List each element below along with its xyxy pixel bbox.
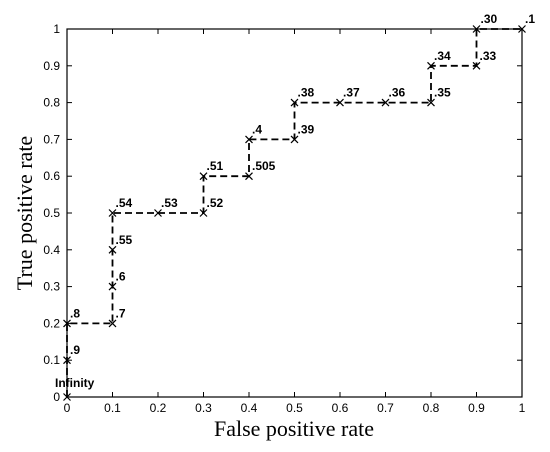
roc-point-marker [108, 282, 117, 291]
point-threshold-label: .7 [116, 306, 126, 320]
point-threshold-label: .33 [480, 49, 497, 63]
roc-series [66, 28, 522, 397]
roc-curve-line [66, 28, 522, 397]
roc-point-marker [108, 245, 117, 254]
point-labels: Infinity .9 .8 .7 .6 .55 .54 .53 .52 .51 .505 .4 .39… [55, 12, 535, 390]
roc-point-marker [290, 98, 299, 107]
y-tick-label: 0.2 [43, 316, 60, 330]
roc-point-marker [336, 98, 344, 107]
roc-point-marker [108, 319, 117, 328]
roc-point-marker [472, 61, 481, 70]
point-threshold-label: .52 [207, 196, 224, 210]
point-threshold-label: .38 [298, 86, 315, 100]
y-tick-label: 0.7 [43, 132, 60, 146]
roc-point-marker [199, 209, 208, 217]
x-tick-label: 1 [519, 401, 526, 415]
point-threshold-label: .6 [116, 270, 126, 284]
x-tick-label: 0.2 [150, 401, 167, 415]
point-threshold-label: Infinity [55, 376, 95, 390]
x-tick-label: 0.7 [377, 401, 394, 415]
y-tick-label: 0.8 [43, 96, 60, 110]
x-tick-label: 0.5 [286, 401, 303, 415]
point-threshold-label: .51 [207, 159, 224, 173]
x-tick-label: 0.4 [241, 401, 258, 415]
plot-frame [66, 28, 523, 398]
roc-point-marker [427, 61, 435, 70]
roc-point-marker [63, 356, 71, 365]
point-threshold-label: .39 [298, 122, 315, 136]
x-tick-label: 0.8 [423, 401, 440, 415]
point-threshold-label: .1 [525, 12, 535, 26]
roc-point-marker [63, 319, 71, 328]
y-axis-title: True positive rate [12, 136, 37, 290]
roc-point-marker [381, 98, 390, 107]
roc-point-marker [245, 135, 253, 144]
y-axis-ticks: 0 0.1 0.2 0.3 0.4 0.5 0.6 0.7 0.8 0.9 1 [43, 22, 522, 404]
point-threshold-label: .37 [343, 86, 360, 100]
x-tick-label: 0.6 [332, 401, 349, 415]
roc-point-marker [154, 209, 162, 217]
point-threshold-label: .53 [161, 196, 178, 210]
x-tick-label: 0.1 [104, 401, 121, 415]
roc-point-marker [63, 393, 71, 401]
y-tick-label: 0.9 [43, 59, 60, 73]
x-tick-label: 0.3 [195, 401, 212, 415]
point-threshold-label: .4 [252, 122, 262, 136]
y-tick-label: 1 [53, 22, 60, 36]
point-threshold-label: .8 [70, 306, 80, 320]
y-tick-label: 0.6 [43, 169, 60, 183]
point-threshold-label: .30 [481, 12, 498, 26]
roc-point-marker [199, 172, 208, 181]
y-tick-label: 0.1 [43, 353, 60, 367]
point-threshold-label: .36 [389, 86, 406, 100]
roc-point-marker [245, 172, 253, 181]
point-threshold-label: .505 [252, 159, 276, 173]
roc-markers [63, 25, 526, 401]
x-axis-title: False positive rate [214, 416, 374, 441]
y-tick-label: 0 [53, 390, 60, 404]
roc-point-marker [472, 25, 481, 33]
point-threshold-label: .34 [434, 49, 451, 63]
point-threshold-label: .9 [70, 343, 80, 357]
x-tick-label: 0.9 [468, 401, 485, 415]
x-tick-label: 0 [64, 401, 71, 415]
y-tick-label: 0.4 [43, 243, 60, 257]
roc-point-marker [518, 25, 526, 33]
point-threshold-label: .35 [434, 86, 451, 100]
x-axis-ticks: 0 0.1 0.2 0.3 0.4 0.5 0.6 0.7 0.8 0.9 1 [64, 29, 526, 415]
point-threshold-label: .55 [116, 233, 133, 247]
y-tick-label: 0.5 [43, 206, 60, 220]
roc-point-marker [290, 135, 299, 144]
y-tick-label: 0.3 [43, 280, 60, 294]
roc-point-marker [108, 209, 117, 217]
plot-frame-border [66, 28, 523, 398]
point-threshold-label: .54 [116, 196, 133, 210]
roc-point-marker [427, 98, 435, 107]
